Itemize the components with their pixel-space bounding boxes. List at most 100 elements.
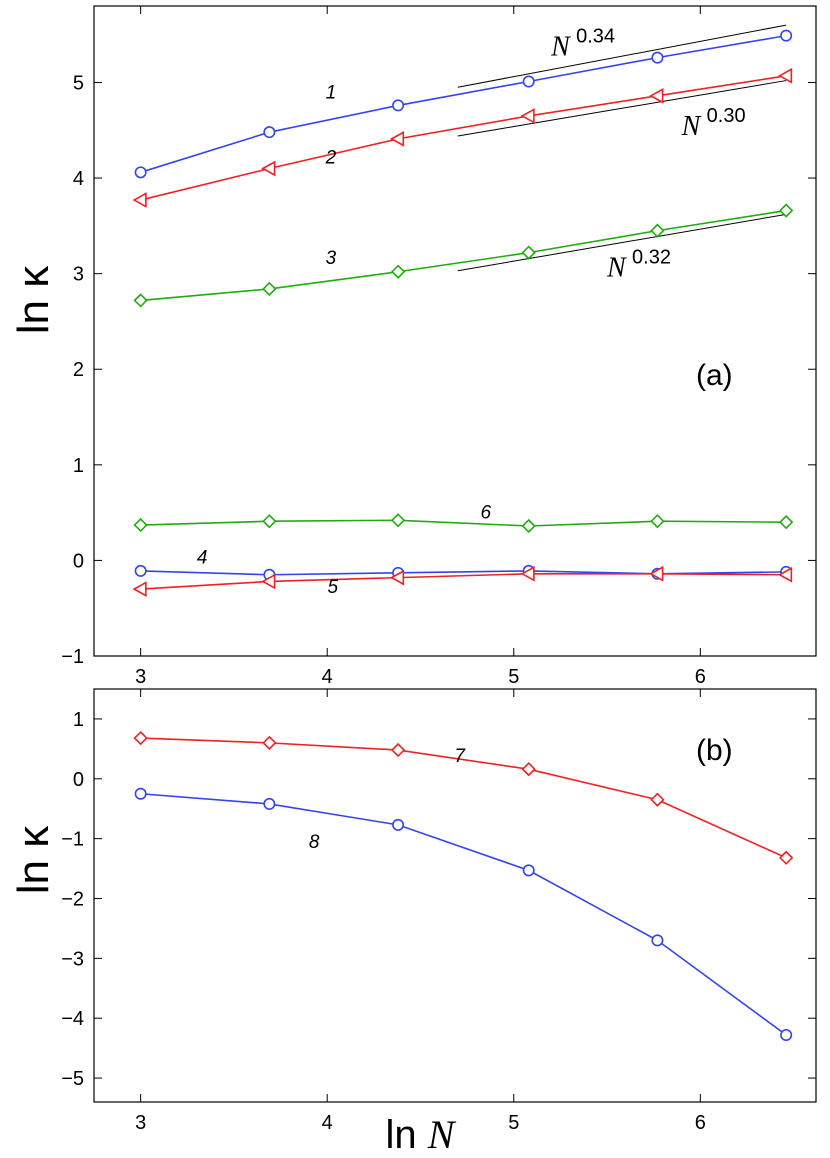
- series-8-point: [780, 1028, 793, 1041]
- series-1-point: [522, 75, 535, 88]
- y-tick-label: −4: [61, 1008, 84, 1030]
- x-tick-label: 5: [508, 666, 519, 688]
- series-3: 3: [133, 203, 794, 308]
- curve-label-8: 8: [309, 832, 320, 853]
- series-6-point: [133, 517, 148, 533]
- fit-line: [457, 24, 787, 88]
- curve-label-5: 5: [328, 577, 339, 598]
- y-tick-label: −2: [61, 888, 84, 910]
- series-6-point: [779, 515, 794, 530]
- series-1-line: [140, 34, 787, 174]
- y-tick-label: 1: [73, 709, 84, 731]
- fit-label-base: N: [606, 253, 627, 284]
- x-tick-label: 6: [695, 1112, 706, 1134]
- series-1-point: [134, 166, 147, 179]
- y-tick-label: 5: [73, 72, 84, 94]
- series-6-point: [390, 513, 406, 528]
- fit-label-exponent: 0.34: [576, 26, 615, 48]
- y-tick-label: 2: [73, 359, 84, 381]
- curve-label-2: 2: [325, 148, 337, 169]
- fit-label-exponent: 0.30: [707, 105, 746, 127]
- series-7: 7: [133, 730, 794, 865]
- fit-label-exponent: 0.32: [632, 247, 671, 269]
- fit-line-label: N 0.32: [606, 247, 671, 284]
- series-2: 2: [132, 67, 793, 208]
- series-6-point: [650, 514, 665, 529]
- y-tick-label: −1: [61, 829, 84, 851]
- fit-line: [457, 213, 787, 272]
- x-axis-label: ln N: [386, 1112, 457, 1157]
- series-5: 5: [132, 565, 793, 598]
- series-1: 1: [134, 29, 793, 179]
- series-1-point: [780, 29, 793, 42]
- series-7-point: [390, 742, 406, 758]
- series-7-point: [521, 762, 536, 777]
- y-tick-label: −1: [61, 646, 84, 668]
- series-3-point: [521, 245, 536, 260]
- series-2-point: [520, 108, 535, 124]
- series-8-point: [522, 864, 535, 877]
- plot-frame: [93, 688, 817, 1103]
- curve-label-4: 4: [197, 547, 208, 568]
- y-axis-label: ln κ: [9, 265, 58, 334]
- series-7-point: [779, 850, 794, 865]
- series-6-point: [262, 514, 277, 529]
- panel-label: (b): [696, 734, 733, 767]
- curve-label-6: 6: [480, 502, 491, 523]
- series-3-point: [650, 223, 665, 238]
- series-2-point: [649, 87, 664, 104]
- series-2-point: [261, 160, 276, 177]
- y-tick-label: 1: [73, 455, 84, 477]
- series-2-point: [778, 67, 793, 84]
- series-5-line: [140, 572, 787, 590]
- series-3-point: [390, 264, 406, 279]
- panel-label: (a): [696, 359, 733, 392]
- series-8-point: [263, 797, 276, 810]
- x-tick-label: 4: [322, 666, 333, 688]
- series-5-point: [132, 581, 147, 597]
- curve-label-3: 3: [326, 248, 337, 269]
- x-tick-label: 3: [135, 666, 146, 688]
- series-2-point: [389, 131, 405, 147]
- curve-label-1: 1: [326, 83, 337, 104]
- curve-label-7: 7: [454, 746, 466, 767]
- y-tick-label: 0: [73, 769, 84, 791]
- series-8: 8: [134, 787, 793, 1041]
- fit-label-base: N: [681, 111, 702, 142]
- series-2-line: [140, 74, 787, 201]
- x-tick-label: 5: [508, 1112, 519, 1134]
- series-6-point: [521, 518, 536, 534]
- fit-label-base: N: [550, 32, 571, 63]
- series-6-line: [140, 519, 787, 527]
- series-4-point: [134, 564, 147, 577]
- series-8-point: [651, 934, 664, 947]
- y-tick-label: 4: [73, 168, 84, 190]
- series-8-point: [134, 787, 147, 800]
- series-5-point: [261, 573, 276, 590]
- series-7-point: [262, 735, 277, 751]
- x-axis-label-prefix: ln: [386, 1113, 428, 1157]
- y-axis-label: ln κ: [9, 825, 58, 894]
- y-tick-label: −3: [61, 948, 84, 970]
- series-6: 6: [133, 502, 794, 534]
- series-5-point: [649, 565, 664, 582]
- series-7-line: [140, 737, 787, 859]
- series-1-point: [392, 99, 405, 112]
- panel-b: 3 4 5 6 −5 −4 −3 −2 −1 0 1 ln κ ln N 7 8 (b): [9, 688, 817, 1157]
- x-tick-label: 4: [322, 1112, 333, 1134]
- fit-line-label: N 0.30: [681, 105, 746, 142]
- series-1-point: [263, 126, 276, 139]
- plot-frame: [93, 5, 817, 657]
- series-3-point: [779, 203, 794, 218]
- series-3-point: [133, 293, 148, 308]
- y-tick-label: 3: [73, 264, 84, 286]
- series-8-line: [140, 792, 787, 1036]
- series-7-point: [650, 792, 665, 807]
- series-2-point: [132, 192, 147, 208]
- series-3-line: [140, 209, 787, 302]
- series-7-point: [133, 730, 148, 746]
- series-5-point: [520, 565, 535, 582]
- y-tick-label: 0: [73, 550, 84, 572]
